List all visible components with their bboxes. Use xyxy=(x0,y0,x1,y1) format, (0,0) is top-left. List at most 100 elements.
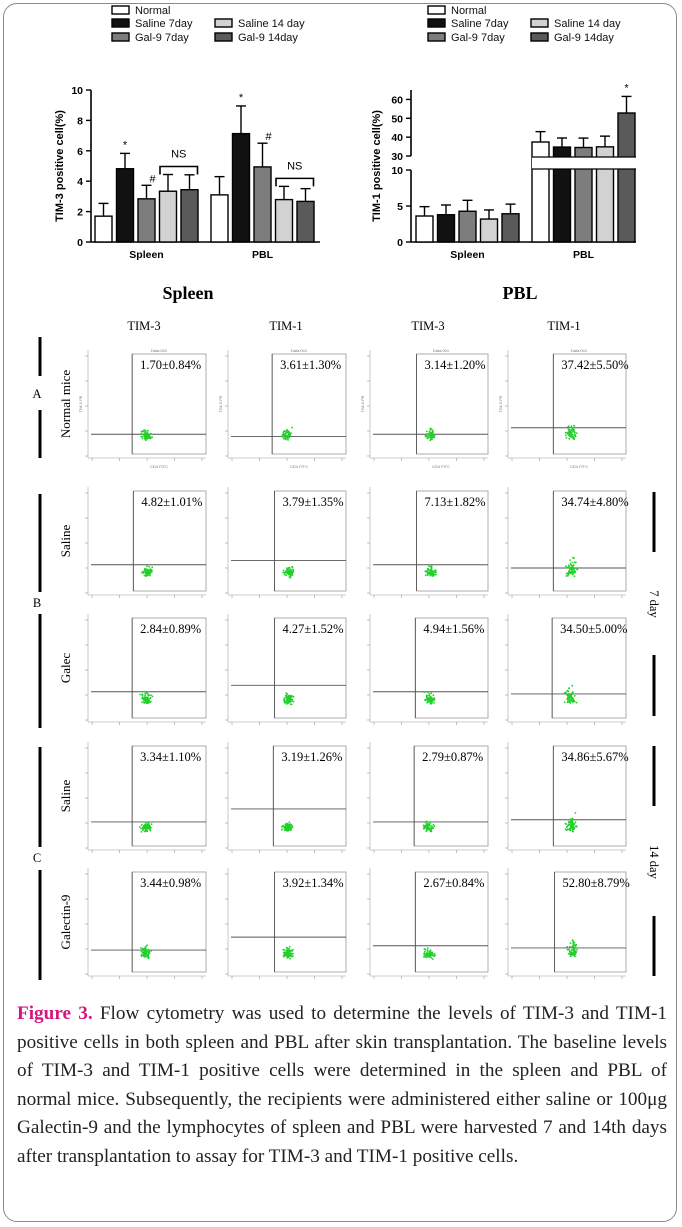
tim1-legend-label: Normal xyxy=(451,5,486,17)
column-header: TIM-1 xyxy=(269,319,302,333)
tim3-legend-label: Saline 7day xyxy=(135,18,193,30)
tim1-y-tick-label: 10 xyxy=(391,165,403,177)
day-label: 7 day xyxy=(647,590,661,618)
percent-label: 2.84±0.89% xyxy=(140,622,201,636)
percent-label: 52.80±8.79% xyxy=(563,876,630,890)
tim3-ns-annotation: NS xyxy=(287,160,302,172)
column-header: TIM-3 xyxy=(411,319,444,333)
percent-label: 3.34±1.10% xyxy=(140,750,201,764)
event-cluster xyxy=(140,944,153,960)
event-cluster xyxy=(138,821,153,833)
event-cluster xyxy=(139,690,154,705)
plot-data-header: Data.001 xyxy=(291,348,308,353)
event-cluster xyxy=(282,945,294,960)
row-label: Galec xyxy=(58,653,73,684)
tim3-y-tick-label: 2 xyxy=(77,207,83,219)
percent-label: 34.86±5.67% xyxy=(561,750,628,764)
tim3-legend-label: Normal xyxy=(135,5,170,17)
event-cluster xyxy=(566,939,578,958)
tim1-y-tick-label: 0 xyxy=(397,237,403,249)
row-label: Galectin-9 xyxy=(58,895,73,950)
tim1-legend-swatch xyxy=(427,5,446,15)
percent-label: 37.42±5.50% xyxy=(561,358,628,372)
percent-label: 3.14±1.20% xyxy=(425,358,486,372)
event-cluster xyxy=(424,565,437,577)
event-cluster xyxy=(281,821,294,832)
tim3-legend-label: Saline 14 day xyxy=(238,18,305,30)
event-cluster xyxy=(422,820,436,833)
tim3-legend-swatch xyxy=(111,5,130,15)
percent-label: 4.82±1.01% xyxy=(141,495,202,509)
tim3-legend-label: Gal-9 14day xyxy=(238,32,298,44)
percent-label: 1.70±0.84% xyxy=(140,358,201,372)
tim3-star-annotation: * xyxy=(123,139,128,151)
tim3-y-tick-label: 10 xyxy=(71,85,83,97)
event-cluster xyxy=(282,692,295,706)
tim3-y-tick-label: 0 xyxy=(77,237,83,249)
tim1-legend-label: Gal-9 7day xyxy=(451,32,505,44)
percent-label: 3.92±1.34% xyxy=(283,876,344,890)
tim1-axis-break xyxy=(532,157,642,169)
tim1-legend-swatch xyxy=(530,32,549,42)
figure-label: Figure 3. xyxy=(17,1003,93,1024)
plot-y-label: TIM-3 PE xyxy=(78,395,83,412)
tim3-ns-bracket xyxy=(275,177,315,187)
row-label: Saline xyxy=(58,780,73,813)
section-title-pbl: PBL xyxy=(502,283,537,303)
tim1-y-axis-label: TIM-1 positive cell(%) xyxy=(371,110,383,222)
plot-y-label: TIM-3 PE xyxy=(360,395,365,412)
tim1-category-label: Spleen xyxy=(450,249,484,261)
percent-label: 3.44±0.98% xyxy=(140,876,201,890)
tim3-legend-swatch xyxy=(214,32,233,42)
event-cluster xyxy=(140,429,154,442)
day-label: 14 day xyxy=(647,845,661,879)
tim1-y-tick-label: 30 xyxy=(391,151,403,163)
column-header: TIM-1 xyxy=(547,319,580,333)
section-title-spleen: Spleen xyxy=(162,283,213,303)
group-letter: C xyxy=(33,851,41,865)
event-cluster xyxy=(424,427,436,442)
plot-data-header: Data.001 xyxy=(151,348,168,353)
percent-label: 3.61±1.30% xyxy=(280,358,341,372)
tim3-y-tick-label: 8 xyxy=(77,115,83,127)
tim3-y-tick-label: 4 xyxy=(77,176,83,188)
plot-y-label: TIM-3 PE xyxy=(218,395,223,412)
event-cluster xyxy=(564,424,578,441)
figure-frame xyxy=(3,3,677,1222)
tim1-star-annotation: * xyxy=(624,82,629,94)
event-cluster xyxy=(563,684,578,704)
event-cluster xyxy=(423,947,436,960)
percent-label: 34.50±5.00% xyxy=(560,622,627,636)
group-letter: B xyxy=(33,596,41,610)
tim3-hash-annotation: # xyxy=(266,131,273,143)
percent-label: 34.74±4.80% xyxy=(561,495,628,509)
column-header: TIM-3 xyxy=(127,319,160,333)
tim1-legend-label: Gal-9 14day xyxy=(554,32,614,44)
plot-x-label: CD4 FITC xyxy=(290,464,308,469)
percent-label: 4.94±1.56% xyxy=(423,622,484,636)
percent-label: 3.79±1.35% xyxy=(283,495,344,509)
group-letter: A xyxy=(32,387,41,401)
plot-data-header: Data.001 xyxy=(571,348,588,353)
tim3-y-tick-label: 6 xyxy=(77,146,83,158)
plot-data-header: Data.001 xyxy=(433,348,450,353)
tim3-hash-annotation: # xyxy=(150,173,157,185)
tim1-legend-swatch xyxy=(427,18,446,28)
caption-text: Flow cytometry was used to determine the… xyxy=(17,1003,667,1167)
tim3-star-annotation: * xyxy=(239,92,244,104)
tim1-legend-label: Saline 14 day xyxy=(554,18,621,30)
tim1-legend-swatch xyxy=(530,18,549,28)
tim3-ns-annotation: NS xyxy=(171,149,186,161)
tim1-y-tick-label: 60 xyxy=(391,94,403,106)
tim1-y-tick-label: 40 xyxy=(391,132,403,144)
tim3-y-axis-label: TIM-3 positive cell(%) xyxy=(54,110,66,222)
event-cluster xyxy=(141,565,154,577)
tim1-y-tick-label: 50 xyxy=(391,113,403,125)
event-cluster xyxy=(281,426,293,441)
row-label: Normal mice xyxy=(58,370,73,438)
percent-label: 4.27±1.52% xyxy=(283,622,344,636)
tim1-legend-label: Saline 7day xyxy=(451,18,509,30)
tim1-category-label: PBL xyxy=(573,249,595,261)
percent-label: 2.67±0.84% xyxy=(423,876,484,890)
